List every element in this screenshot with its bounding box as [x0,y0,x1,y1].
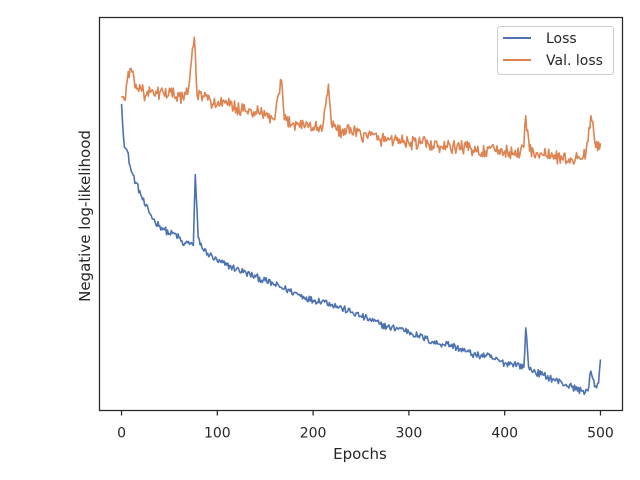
x-tick-label: 0 [117,426,126,442]
x-axis: 0 100 200 300 400 500 [117,410,614,442]
plot-frame [98,16,624,412]
legend-label-val-loss: Val. loss [546,53,603,69]
x-axis-label: Epochs [333,445,387,463]
x-tick-label: 500 [587,426,614,442]
y-axis-label: Negative log-likelihood [76,130,94,302]
x-tick-label: 200 [300,426,327,442]
series-line-val-loss [120,36,602,165]
series-line-loss [120,103,602,396]
legend-label-loss: Loss [546,31,577,47]
legend: Loss Val. loss [497,26,614,75]
x-tick-label: 100 [204,426,231,442]
x-tick-label: 300 [396,426,423,442]
x-tick-label: 400 [491,426,518,442]
series-layer [120,36,602,396]
